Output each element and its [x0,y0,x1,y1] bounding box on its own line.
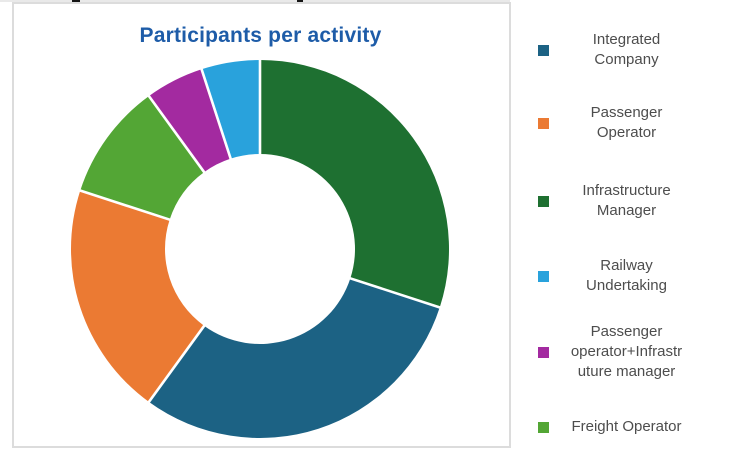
legend-label-line: Operator [596,124,657,141]
cropped-border-artifact [0,0,510,2]
legend-label-line: Infrastructure [582,182,671,199]
legend-label: Infrastructure Manager [555,181,698,221]
chart-title: Participants per activity [139,24,382,47]
legend-swatch-railway-undertaking [538,270,549,282]
legend-item-railway-undertaking: Railway Undertaking [530,256,698,296]
slice-separator [147,94,207,176]
donut-slice-passenger-operator [71,190,205,402]
legend-swatch-passenger-operator-infrastruture-manager [538,346,549,358]
legend-label-line: Passenger [590,104,663,121]
donut-chart [71,59,449,438]
legend-label: Freight Operator [555,417,698,437]
legend-label-line: Passenger [590,323,663,340]
donut-slice-infrastructure-manager [260,60,449,308]
legend-item-passenger-operator: Passenger Operator [530,103,698,143]
legend-label: Integrated Company [555,30,698,70]
legend-label: Passenger Operator [555,103,698,143]
legend-label: Passenger operator+Infrastr uture manager [555,322,698,382]
legend-label-line: Freight Operator [571,418,682,435]
donut-slice-integrated-company [148,278,440,438]
legend-label-line: operator+Infrastr [570,343,683,360]
legend-swatch-integrated-company [538,44,549,56]
donut-slice-railway-undertaking [201,60,260,159]
legend-label-line: Manager [596,202,657,219]
cropped-tick-artifact [297,0,303,3]
legend-item-freight-operator: Freight Operator [530,417,698,437]
legend-item-infrastructure-manager: Infrastructure Manager [530,181,698,221]
legend-item-integrated-company: Integrated Company [530,30,698,70]
slice-separator [347,276,442,309]
legend-swatch-infrastructure-manager [538,195,549,207]
legend-label-line: uture manager [577,363,676,380]
donut-slice-passenger-operator-infrastruture-manager [148,69,231,173]
cropped-tick-artifact [72,0,80,2]
donut-slice-freight-operator [80,96,205,220]
legend-swatch-passenger-operator [538,117,549,129]
legend-label-line: Integrated [592,31,661,48]
legend-label: Railway Undertaking [555,256,698,296]
slice-separator [147,322,207,404]
slice-separator [200,67,233,162]
slice-separator [78,189,173,222]
chart-legend: Integrated Company Passenger Operator Infras… [530,0,705,463]
legend-label-line: Company [594,51,659,68]
legend-label-line: Undertaking [586,277,667,294]
legend-label-line: Railway [600,257,653,274]
legend-swatch-freight-operator [538,421,549,433]
legend-item-passenger-operator-infrastruture-manager: Passenger operator+Infrastr uture manager [530,322,698,382]
